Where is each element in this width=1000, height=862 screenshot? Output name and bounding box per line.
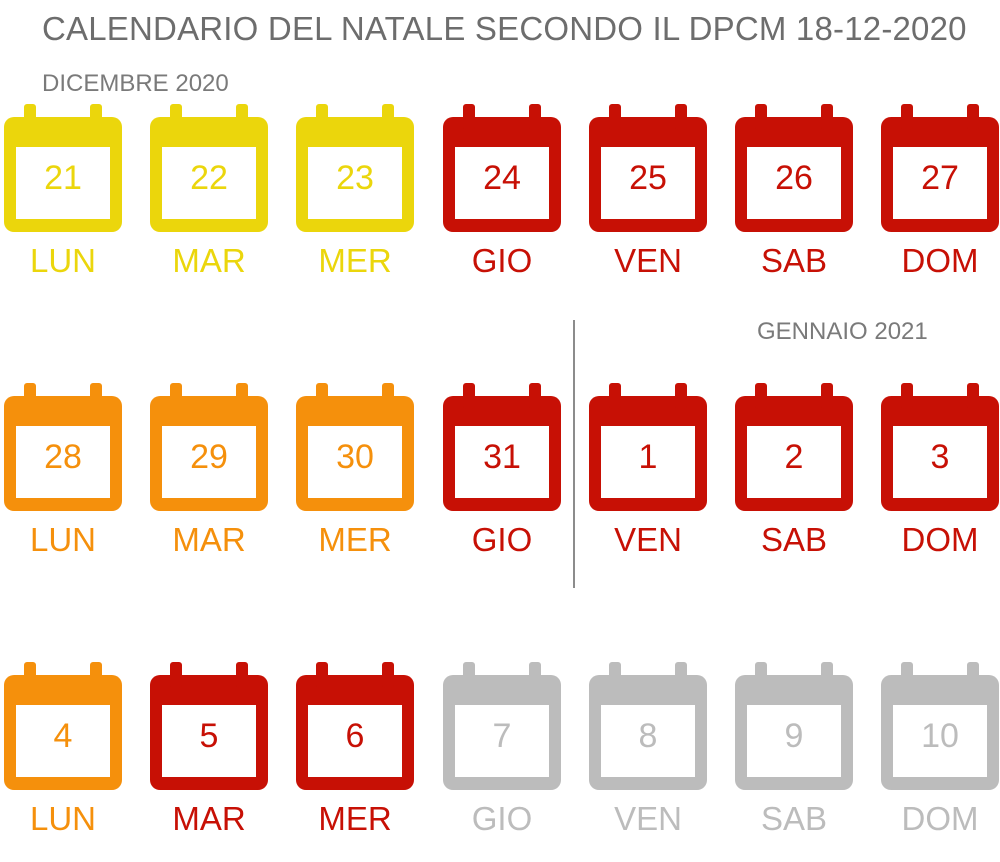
day-number: 6 (345, 717, 365, 755)
day-number: 22 (190, 159, 228, 197)
calendar-icon (735, 104, 853, 232)
calendar-day: 24 GIO (443, 104, 561, 284)
calendar-day: 27 DOM (881, 104, 999, 284)
calendar-icon (443, 383, 561, 511)
day-number: 28 (44, 438, 82, 476)
day-number: 3 (930, 438, 950, 476)
week-row-3: 4 LUN 5 MAR 6 MER 7 GIO 8 VEN 9 SAB 10 DOM (0, 662, 1000, 862)
day-number: 26 (775, 159, 813, 197)
day-number: 5 (199, 717, 219, 755)
day-of-week-label: GIO (471, 521, 533, 558)
calendar-day: 23 MER (296, 104, 414, 284)
calendar-icon (296, 383, 414, 511)
calendar-day: 28 LUN (4, 383, 122, 563)
calendar-icon (735, 383, 853, 511)
day-of-week-label: LUN (29, 521, 97, 558)
page-title: CALENDARIO DEL NATALE SECONDO IL DPCM 18… (42, 10, 967, 47)
calendar-icon (881, 662, 999, 790)
calendar-icon (881, 383, 999, 511)
calendar-day: 5 MAR (150, 662, 268, 842)
calendar-day: 29 MAR (150, 383, 268, 563)
calendar-icon (881, 104, 999, 232)
calendar-icon (443, 104, 561, 232)
day-of-week-label: DOM (901, 800, 979, 837)
day-number: 2 (784, 438, 804, 476)
day-of-week-label: SAB (760, 242, 828, 279)
month-divider (573, 320, 575, 588)
day-of-week-label: GIO (471, 242, 533, 279)
calendar-day: 10 DOM (881, 662, 999, 842)
calendar-day: 8 VEN (589, 662, 707, 842)
day-of-week-label: VEN (614, 800, 682, 837)
calendar-icon (150, 662, 268, 790)
calendar-icon (589, 662, 707, 790)
calendar-day: 9 SAB (735, 662, 853, 842)
day-number: 7 (492, 717, 512, 755)
day-of-week-label: SAB (760, 800, 828, 837)
day-of-week-label: LUN (29, 242, 97, 279)
day-number: 29 (190, 438, 228, 476)
day-of-week-label: MAR (172, 800, 246, 837)
calendar-icon (150, 383, 268, 511)
calendar-icon (150, 104, 268, 232)
day-of-week-label: VEN (614, 242, 682, 279)
day-number: 8 (638, 717, 658, 755)
calendar-day: 7 GIO (443, 662, 561, 842)
day-number: 1 (638, 438, 658, 476)
calendar-day: 3 DOM (881, 383, 999, 563)
calendar-day: 1 VEN (589, 383, 707, 563)
calendar-icon (735, 662, 853, 790)
day-number: 27 (921, 159, 959, 197)
calendar-icon (589, 104, 707, 232)
calendar-day: 21 LUN (4, 104, 122, 284)
calendar-icon (443, 662, 561, 790)
day-of-week-label: MER (318, 800, 392, 837)
calendar-icon (4, 104, 122, 232)
month-label-december: DICEMBRE 2020 (42, 70, 229, 97)
day-of-week-label: DOM (901, 242, 979, 279)
calendar-day: 4 LUN (4, 662, 122, 842)
calendar-icon (4, 383, 122, 511)
day-of-week-label: LUN (29, 800, 97, 837)
calendar-icon (296, 104, 414, 232)
day-number: 21 (44, 159, 82, 197)
day-of-week-label: GIO (471, 800, 533, 837)
day-number: 23 (336, 159, 374, 197)
calendar-day: 2 SAB (735, 383, 853, 563)
day-number: 31 (483, 438, 521, 476)
calendar-day: 6 MER (296, 662, 414, 842)
day-of-week-label: MER (318, 521, 392, 558)
calendar-day: 30 MER (296, 383, 414, 563)
day-of-week-label: MER (318, 242, 392, 279)
day-of-week-label: MAR (172, 242, 246, 279)
week-row-2: 28 LUN 29 MAR 30 MER 31 GIO 1 VEN 2 SAB 3 DOM (0, 383, 1000, 583)
calendar-icon (4, 662, 122, 790)
day-number: 24 (483, 159, 521, 197)
day-of-week-label: MAR (172, 521, 246, 558)
calendar-day: 22 MAR (150, 104, 268, 284)
month-label-january: GENNAIO 2021 (757, 318, 928, 345)
calendar-icon (296, 662, 414, 790)
day-of-week-label: VEN (614, 521, 682, 558)
week-row-1: 21 LUN 22 MAR 23 MER 24 GIO 25 VEN 26 SAB 27 DOM (0, 104, 1000, 304)
day-number: 4 (53, 717, 73, 755)
day-of-week-label: SAB (760, 521, 828, 558)
calendar-day: 26 SAB (735, 104, 853, 284)
day-number: 10 (921, 717, 959, 755)
day-number: 9 (784, 717, 804, 755)
day-number: 25 (629, 159, 667, 197)
calendar-day: 25 VEN (589, 104, 707, 284)
calendar-icon (589, 383, 707, 511)
calendar-day: 31 GIO (443, 383, 561, 563)
day-number: 30 (336, 438, 374, 476)
day-of-week-label: DOM (901, 521, 979, 558)
